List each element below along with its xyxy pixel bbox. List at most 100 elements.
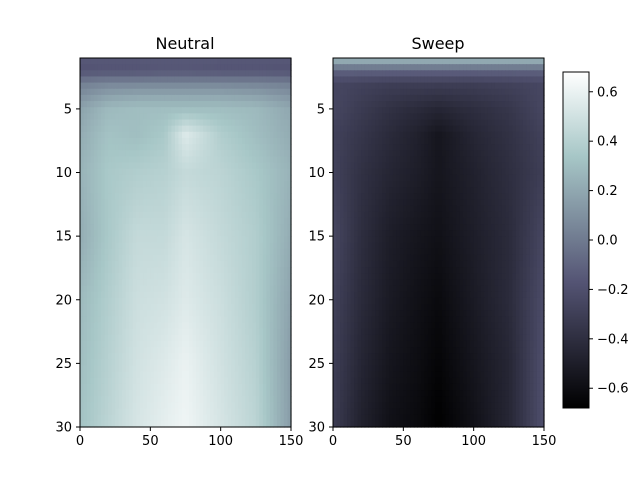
heatmap-cell xyxy=(452,168,457,176)
heatmap-cell xyxy=(238,279,243,287)
heatmap-cell xyxy=(220,162,225,170)
heatmap-cell xyxy=(132,297,137,305)
heatmap-cell xyxy=(157,377,162,385)
heatmap-cell xyxy=(185,285,190,293)
heatmap-cell xyxy=(283,260,289,268)
heatmap-cell xyxy=(210,230,215,237)
heatmap-cell xyxy=(94,359,99,367)
heatmap-cell xyxy=(396,187,401,194)
heatmap-cell xyxy=(136,383,141,391)
heatmap-cell xyxy=(434,125,440,133)
heatmap-cell xyxy=(234,347,239,354)
heatmap-cell xyxy=(80,107,85,114)
heatmap-cell xyxy=(185,236,190,244)
heatmap-cell xyxy=(245,144,250,151)
heatmap-cell xyxy=(252,64,257,71)
heatmap-cell xyxy=(101,420,106,428)
heatmap-cell xyxy=(132,82,137,90)
heatmap-cell xyxy=(83,334,88,342)
heatmap-cell xyxy=(143,316,148,324)
heatmap-cell xyxy=(224,70,229,78)
heatmap-cell xyxy=(178,119,183,127)
heatmap-cell xyxy=(396,137,401,145)
heatmap-cell xyxy=(287,340,292,348)
heatmap-cell xyxy=(213,168,218,176)
heatmap-cell xyxy=(143,156,148,164)
heatmap-cell xyxy=(487,156,492,164)
heatmap-cell xyxy=(368,125,373,133)
heatmap-cell xyxy=(484,64,489,71)
heatmap-cell xyxy=(90,383,95,391)
heatmap-cell xyxy=(174,297,180,305)
heatmap-cell xyxy=(364,64,369,71)
heatmap-cell xyxy=(347,58,352,65)
heatmap-cell xyxy=(97,88,102,96)
heatmap-cell xyxy=(143,94,148,102)
heatmap-cell xyxy=(192,131,197,139)
heatmap-cell xyxy=(220,347,225,354)
heatmap-cell xyxy=(389,187,394,194)
heatmap-cell xyxy=(108,82,113,90)
heatmap-cell xyxy=(343,156,348,164)
heatmap-cell xyxy=(487,101,492,108)
heatmap-cell xyxy=(150,205,155,213)
heatmap-cell xyxy=(150,94,155,102)
heatmap-cell xyxy=(287,150,292,157)
heatmap-cell xyxy=(378,137,383,145)
heatmap-cell xyxy=(185,347,190,354)
heatmap-cell xyxy=(181,383,187,391)
heatmap-cell xyxy=(171,70,176,78)
heatmap-cell xyxy=(234,88,239,96)
heatmap-cell xyxy=(97,168,102,176)
heatmap-cell xyxy=(101,224,106,231)
heatmap-cell xyxy=(143,70,148,78)
heatmap-cell xyxy=(224,242,229,250)
heatmap-cell xyxy=(477,101,482,108)
heatmap-cell xyxy=(487,64,492,71)
heatmap-cell xyxy=(136,236,141,244)
heatmap-cell xyxy=(132,217,137,225)
heatmap-cell xyxy=(90,181,95,188)
heatmap-cell xyxy=(87,137,92,145)
heatmap-cell xyxy=(150,420,155,428)
heatmap-cell xyxy=(245,113,250,121)
heatmap-cell xyxy=(199,107,204,114)
heatmap-cell xyxy=(438,76,443,84)
heatmap-cell xyxy=(185,187,190,194)
heatmap-cell xyxy=(199,273,204,280)
heatmap-cell xyxy=(234,150,239,157)
heatmap-cell xyxy=(227,150,232,157)
heatmap-cell xyxy=(255,359,260,367)
heatmap-cell xyxy=(529,162,535,170)
heatmap-cell xyxy=(206,236,211,244)
heatmap-cell xyxy=(245,254,250,262)
heatmap-cell xyxy=(136,316,141,324)
heatmap-cell xyxy=(111,64,116,71)
heatmap-cell xyxy=(442,76,447,84)
heatmap-cell xyxy=(108,193,113,201)
heatmap-cell xyxy=(287,224,292,231)
heatmap-cell xyxy=(192,248,197,256)
heatmap-cell xyxy=(413,144,418,151)
heatmap-cell xyxy=(167,193,173,201)
heatmap-cell xyxy=(501,82,506,90)
heatmap-cell xyxy=(83,113,88,121)
heatmap-cell xyxy=(241,236,246,244)
heatmap-cell xyxy=(463,187,468,194)
heatmap-cell xyxy=(340,64,345,71)
heatmap-cell xyxy=(280,162,285,170)
heatmap-cell xyxy=(262,107,267,114)
heatmap-cell xyxy=(459,94,464,102)
heatmap-cell xyxy=(101,291,106,299)
heatmap-cell xyxy=(276,94,282,102)
heatmap-cell xyxy=(340,193,345,201)
heatmap-cell xyxy=(83,217,88,225)
x-tick-label: 100 xyxy=(208,434,233,449)
heatmap-cell xyxy=(508,181,513,188)
heatmap-cell xyxy=(143,217,148,225)
heatmap-cell xyxy=(129,334,134,342)
heatmap-cell xyxy=(171,390,176,397)
heatmap-cell xyxy=(220,107,225,114)
heatmap-cell xyxy=(157,260,162,268)
heatmap-cell xyxy=(266,168,271,176)
